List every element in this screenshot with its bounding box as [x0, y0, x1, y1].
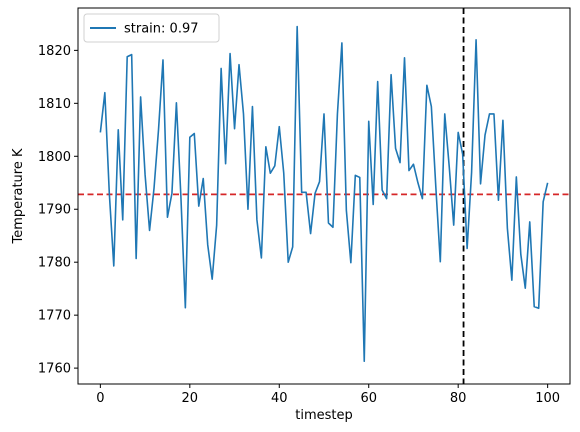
x-tick-label: 80 — [450, 391, 467, 406]
y-axis-label: Temperature K — [11, 148, 26, 244]
y-tick-label: 1790 — [38, 203, 71, 218]
legend-label: strain: 0.97 — [124, 22, 199, 37]
x-tick-label: 40 — [271, 391, 288, 406]
y-tick-label: 1780 — [38, 256, 71, 271]
y-tick-label: 1800 — [38, 150, 71, 165]
x-tick-label: 20 — [182, 391, 199, 406]
y-tick-label: 1820 — [38, 44, 71, 59]
axes-frame — [77, 7, 571, 385]
x-tick-label: 60 — [360, 391, 377, 406]
x-axis: 0 20 40 60 80 100 — [96, 384, 560, 406]
y-tick-label: 1760 — [38, 362, 71, 377]
series-line — [99, 25, 549, 363]
y-axis: 1760 1770 1780 1790 1800 1810 1820 — [38, 44, 78, 377]
x-axis-label: timestep — [295, 408, 353, 423]
legend-box — [83, 13, 220, 43]
x-tick-label: 0 — [96, 391, 104, 406]
y-tick-label: 1810 — [38, 97, 71, 112]
plot-area — [78, 8, 570, 384]
x-tick-label: 100 — [535, 391, 560, 406]
legend: strain: 0.97 — [83, 13, 220, 43]
y-tick-label: 1770 — [38, 309, 71, 324]
